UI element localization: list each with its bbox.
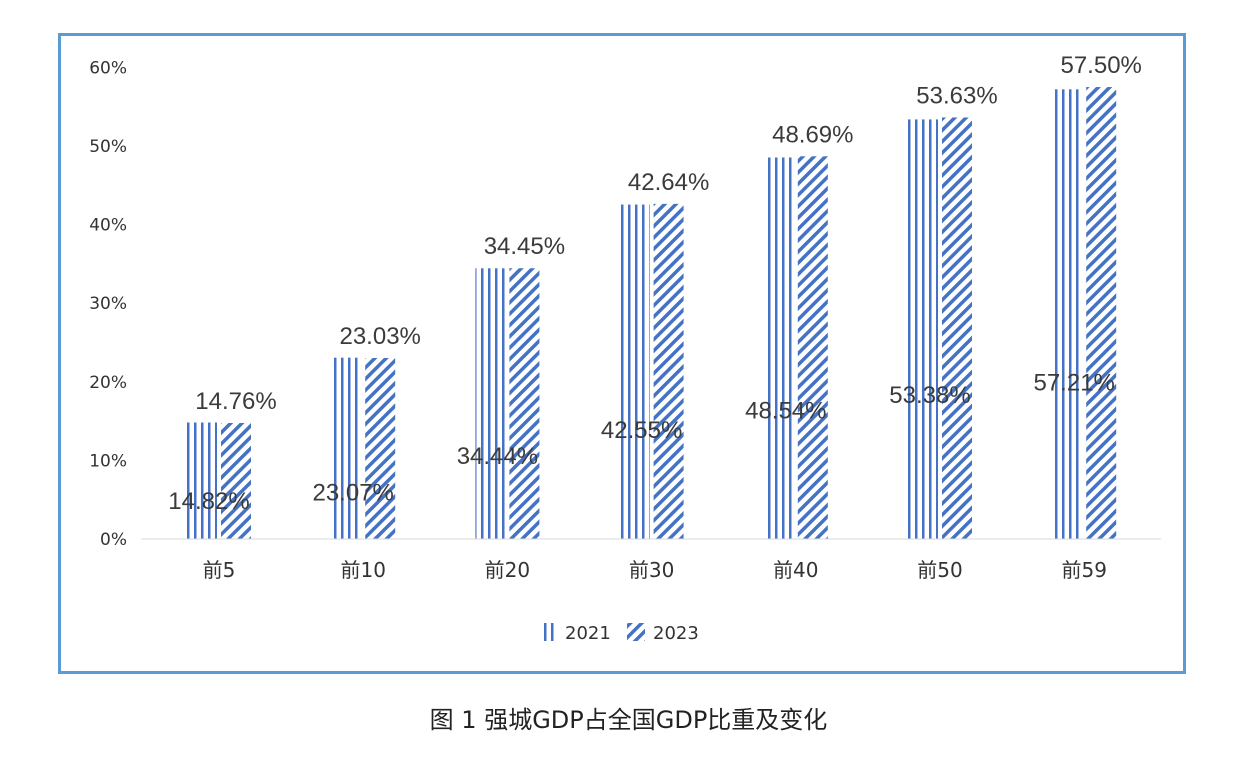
x-category-label: 前40 bbox=[773, 558, 818, 582]
bar-2021 bbox=[619, 204, 650, 539]
bar-2023 bbox=[221, 422, 251, 539]
legend: 2021 2023 bbox=[543, 623, 699, 644]
data-label-2023: 48.69% bbox=[772, 121, 853, 148]
x-axis: 前5 前10 前20 前30 前40 前50 前59 bbox=[141, 538, 1161, 582]
data-label-2021: 42.55% bbox=[601, 417, 682, 444]
legend-swatch-2021 bbox=[543, 623, 557, 641]
data-label-2023: 53.63% bbox=[916, 82, 997, 109]
x-category-label: 前30 bbox=[629, 558, 674, 582]
bar-2021 bbox=[331, 357, 362, 539]
legend-swatch-2023 bbox=[627, 623, 645, 641]
data-label-2023: 42.64% bbox=[628, 169, 709, 196]
x-category-label: 前50 bbox=[917, 558, 962, 582]
bar-2023 bbox=[797, 156, 828, 539]
data-label-2021: 34.44% bbox=[457, 443, 538, 470]
data-labels: 14.76% 14.82% 23.03% 23.07% 34.45% 34.44% 42.6… bbox=[168, 52, 1142, 515]
bar-2023 bbox=[509, 268, 540, 539]
data-label-2023: 14.76% bbox=[195, 388, 276, 415]
bar-2023 bbox=[942, 117, 972, 539]
y-axis: 0% 10% 20% 30% 40% 50% 60% bbox=[89, 58, 127, 550]
y-tick-label: 40% bbox=[89, 216, 127, 236]
bar-2021 bbox=[908, 119, 938, 539]
data-label-2023: 57.50% bbox=[1060, 52, 1141, 79]
bar-2021 bbox=[1052, 89, 1083, 539]
x-category-label: 前10 bbox=[340, 558, 385, 582]
data-label-2023: 23.03% bbox=[339, 323, 420, 350]
bar-chart: 0%10%20%30%40%50%60% 前5 前10 前20 前30 前40 前50 前5… bbox=[89, 52, 1161, 644]
y-tick-label: 0% bbox=[100, 530, 127, 550]
data-label-2021: 14.82% bbox=[168, 488, 249, 515]
bars bbox=[187, 87, 1117, 540]
bar-2023 bbox=[653, 203, 684, 539]
data-label-2023: 34.45% bbox=[484, 233, 565, 260]
data-label-2021: 57.21% bbox=[1033, 370, 1114, 397]
y-tick-label: 10% bbox=[89, 451, 127, 471]
bar-2023 bbox=[1086, 87, 1117, 540]
figure-caption: 图 1 强城GDP占全国GDP比重及变化 bbox=[429, 706, 828, 734]
x-category-label: 前59 bbox=[1061, 558, 1106, 582]
bar-2021 bbox=[187, 422, 217, 539]
data-label-2021: 23.07% bbox=[312, 480, 393, 507]
bar-2021 bbox=[475, 268, 506, 539]
x-category-label: 前5 bbox=[203, 558, 236, 582]
chart-frame: 0% 10% 20% 30% 40% 50% 60% 前5 前10 前20 前30 前40 前50 前5… bbox=[58, 33, 1186, 674]
legend-label-2021: 2021 bbox=[565, 623, 611, 644]
bar-2023 bbox=[365, 357, 396, 539]
y-tick-label: 50% bbox=[89, 137, 127, 157]
legend-label-2023: 2023 bbox=[653, 623, 699, 644]
data-label-2021: 53.38% bbox=[889, 382, 970, 409]
y-tick-label: 20% bbox=[89, 373, 127, 393]
bar-2021 bbox=[763, 157, 794, 540]
y-tick-label: 60% bbox=[89, 58, 127, 78]
data-label-2021: 48.54% bbox=[745, 398, 826, 425]
x-category-label: 前20 bbox=[485, 558, 530, 582]
y-tick-label: 30% bbox=[89, 294, 127, 314]
